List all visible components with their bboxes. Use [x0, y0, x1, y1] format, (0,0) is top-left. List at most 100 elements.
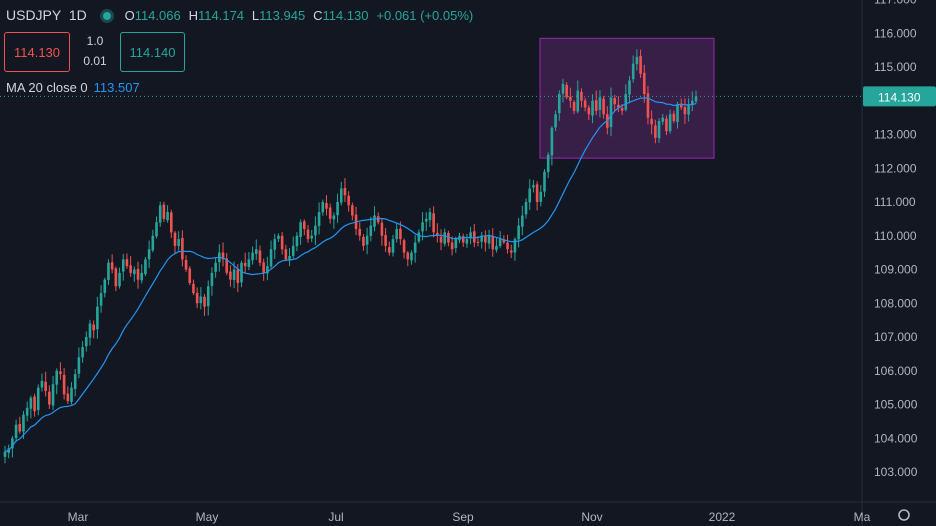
price-tick-label: 116.000	[874, 26, 917, 40]
candle-body	[184, 260, 188, 270]
low-label: L	[251, 8, 260, 23]
candle-body	[580, 91, 583, 101]
candle-body	[432, 213, 435, 233]
candle-body	[391, 239, 395, 253]
candle-body	[436, 232, 439, 236]
settings-icon[interactable]	[898, 509, 910, 521]
candle-body	[498, 239, 502, 247]
candle-body	[221, 252, 225, 260]
candle-body	[517, 225, 520, 240]
price-tick-label: 113.000	[874, 128, 917, 142]
candle-body	[521, 215, 524, 227]
candle-body	[96, 306, 99, 330]
change-value: +0.061 (+0.05%)	[376, 8, 474, 23]
candle-body	[254, 249, 258, 254]
candle-body	[144, 259, 147, 275]
price-tick-label: 109.000	[874, 263, 918, 277]
candle-body	[620, 107, 624, 111]
candle-body	[188, 268, 192, 283]
interval-label[interactable]: 1D	[68, 7, 87, 23]
candle-body	[133, 269, 136, 275]
high-value: 114.174	[198, 8, 245, 23]
candle-body	[277, 235, 280, 239]
sell-price: 114.130	[13, 44, 61, 60]
candle-body	[665, 118, 668, 132]
candle-body	[251, 252, 254, 261]
candle-body	[465, 239, 469, 244]
candle-body	[413, 242, 417, 253]
candle-body	[210, 272, 214, 286]
candle-body	[358, 228, 362, 236]
ma-value: 113.507	[93, 80, 140, 95]
candle-body	[631, 63, 635, 80]
candle-body	[557, 94, 561, 114]
candle-body	[48, 391, 51, 405]
candle-body	[151, 235, 155, 251]
symbol-label[interactable]: USDJPY	[6, 7, 61, 23]
ma-legend[interactable]: MA 20 close 0 113.507	[6, 80, 140, 95]
candle-body	[247, 259, 251, 268]
candle-body	[25, 407, 29, 416]
open-value: 114.066	[134, 8, 181, 23]
candle-body	[384, 234, 387, 246]
candle-body	[395, 229, 398, 240]
candle-body	[155, 222, 158, 237]
candle-body	[195, 292, 199, 304]
candle-body	[158, 205, 162, 223]
candle-body	[613, 98, 617, 105]
candle-body	[646, 93, 650, 118]
time-tick-label: Nov	[581, 510, 602, 524]
sell-button[interactable]: 114.130	[4, 32, 70, 72]
candle-body	[321, 202, 325, 213]
candle-body	[214, 262, 217, 272]
open-label: O	[124, 8, 135, 23]
candle-body	[99, 293, 103, 306]
candle-body	[328, 207, 332, 219]
candle-body	[635, 56, 639, 65]
candle-body	[472, 231, 476, 243]
candle-body	[280, 235, 284, 250]
candle-body	[628, 80, 631, 95]
candle-body	[203, 296, 206, 307]
candle-body	[502, 239, 506, 243]
candle-body	[36, 387, 40, 411]
candle-body	[609, 97, 613, 128]
candle-body	[672, 113, 676, 121]
candle-body	[572, 102, 576, 111]
candle-body	[11, 438, 14, 449]
candle-body	[694, 96, 698, 102]
buy-button[interactable]: 114.140	[120, 32, 185, 72]
time-tick-label: Sep	[452, 510, 474, 524]
candle-body	[642, 72, 646, 94]
price-tick-label: 106.000	[874, 364, 918, 378]
candle-body	[661, 117, 665, 122]
close-label: C	[313, 8, 323, 23]
candle-body	[243, 262, 247, 267]
candle-body	[417, 232, 421, 242]
candle-body	[288, 256, 291, 261]
candle-body	[339, 188, 343, 203]
candle-body	[291, 245, 295, 256]
candle-body	[406, 252, 410, 260]
candle-body	[262, 262, 265, 273]
candle-body	[147, 249, 151, 260]
candle-body	[484, 235, 487, 243]
candle-body	[66, 393, 70, 402]
candle-body	[317, 212, 321, 226]
candle-body	[3, 451, 7, 457]
candle-body	[550, 127, 554, 156]
candle-body	[543, 171, 546, 192]
candle-body	[439, 236, 443, 243]
candle-body	[103, 279, 107, 293]
candle-body	[602, 98, 605, 115]
time-tick-label: May	[196, 510, 219, 524]
candle-body	[373, 215, 376, 227]
candle-body	[687, 104, 690, 115]
lot-size[interactable]: 1.0	[86, 34, 104, 48]
candle-body	[40, 380, 44, 388]
candle-body	[173, 232, 177, 246]
candle-body	[55, 370, 59, 385]
candle-body	[51, 384, 55, 406]
candle-body	[461, 236, 465, 243]
